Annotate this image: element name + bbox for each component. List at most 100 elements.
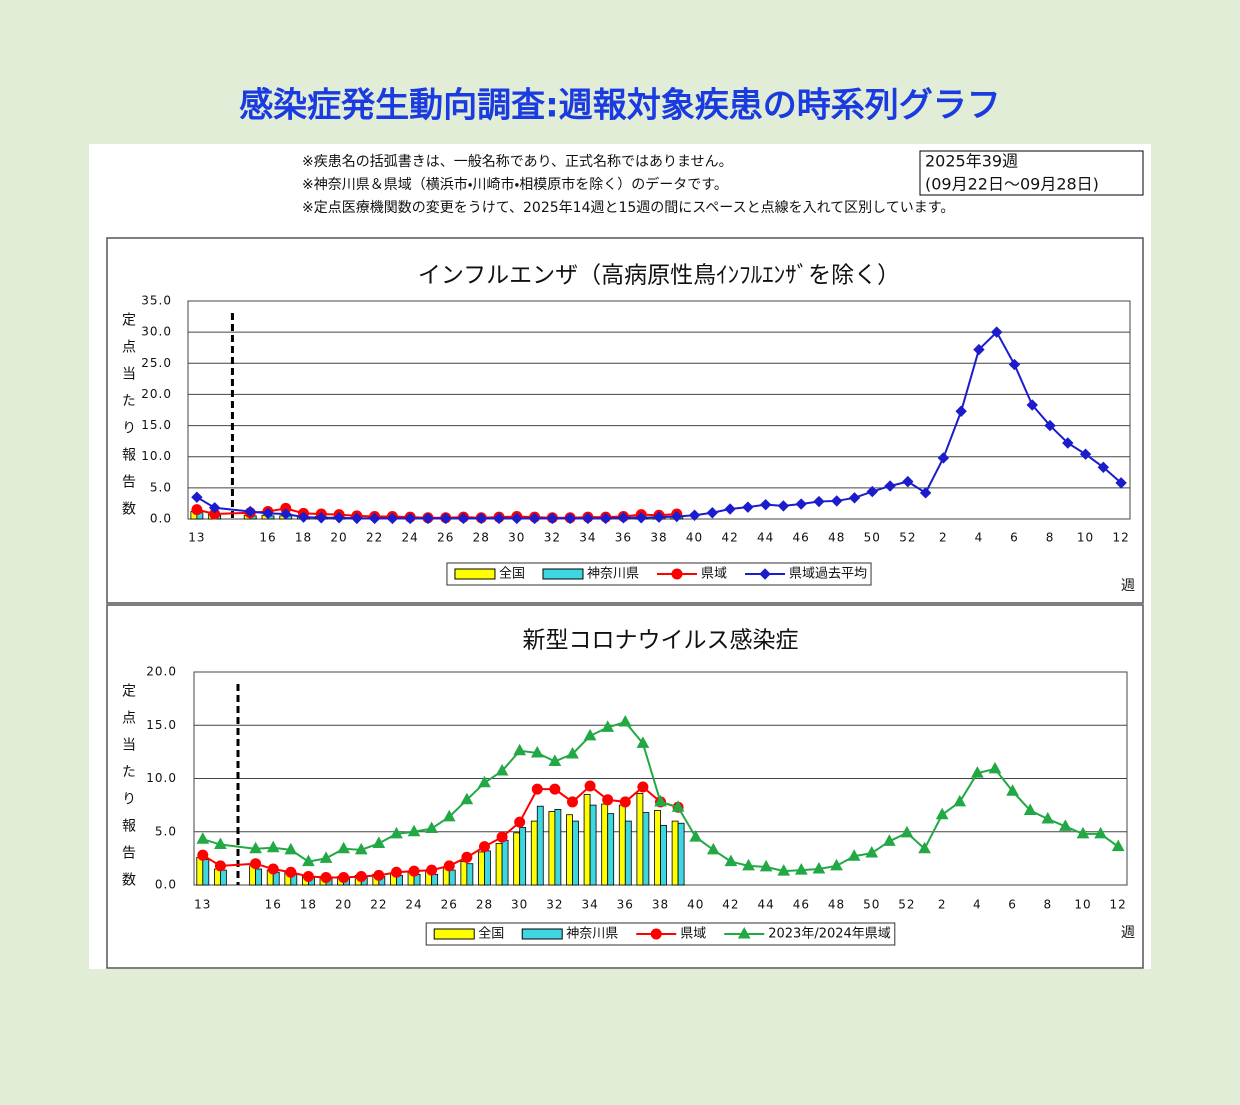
marker	[514, 816, 526, 828]
x-tick-label: 36	[615, 531, 632, 545]
marker	[422, 512, 434, 525]
marker	[1041, 811, 1055, 824]
x-tick-label: 20	[335, 898, 352, 912]
marker	[1076, 826, 1090, 839]
note: ※神奈川県＆県域（横浜市・川崎市・相模原市を除く）のデータです。	[302, 176, 728, 193]
marker	[777, 864, 791, 876]
marker	[337, 841, 350, 854]
marker	[426, 864, 438, 876]
y-tick-label: 10.0	[141, 449, 172, 463]
x-tick-label: 34	[581, 898, 598, 912]
marker	[546, 512, 559, 525]
marker	[373, 869, 385, 881]
y-axis-label: 定点当たり報告数	[120, 683, 136, 899]
y-tick-label: 15.0	[141, 418, 172, 432]
marker	[442, 809, 456, 822]
bar	[583, 794, 591, 886]
marker	[919, 487, 932, 499]
x-tick-label: 18	[300, 898, 317, 912]
legend-swatch	[454, 568, 496, 580]
bar	[566, 814, 573, 886]
marker	[214, 837, 227, 850]
x-tick-label: 26	[437, 531, 454, 545]
page-title: 感染症発生動向調査:週報対象疾患の時系列グラフ	[239, 86, 1001, 126]
bar	[548, 811, 556, 886]
bar	[448, 869, 456, 886]
bar	[196, 856, 204, 886]
marker	[208, 502, 221, 514]
marker	[457, 512, 470, 525]
x-tick-label: 12	[1112, 531, 1129, 545]
y-tick-label: 25.0	[141, 356, 172, 370]
marker	[495, 764, 509, 776]
legend-label: 神奈川県	[566, 927, 618, 942]
legend-swatch	[542, 568, 584, 580]
marker	[654, 794, 667, 807]
x-tick-label: 38	[652, 898, 669, 912]
bar	[202, 859, 210, 886]
marker	[953, 794, 967, 807]
marker	[617, 512, 630, 524]
bar	[671, 820, 679, 886]
marker	[599, 512, 612, 525]
x-tick-label: 6	[1010, 531, 1019, 545]
y-tick-label: 10.0	[146, 771, 177, 785]
x-tick-label: 10	[1074, 898, 1091, 912]
marker	[390, 866, 402, 878]
marker	[618, 715, 632, 727]
marker	[636, 736, 650, 748]
marker	[1008, 358, 1021, 371]
x-tick-label: 8	[1043, 898, 1052, 912]
legend-label: 県域過去平均	[789, 567, 867, 582]
marker	[794, 863, 808, 875]
bar	[607, 813, 615, 886]
marker	[315, 512, 328, 524]
marker	[280, 508, 292, 520]
x-tick-label: 4	[973, 898, 982, 912]
y-tick-label: 5.0	[150, 480, 172, 494]
x-tick-label: 50	[864, 531, 881, 545]
x-tick-label: 28	[473, 531, 490, 545]
marker	[671, 800, 685, 812]
marker	[478, 841, 490, 853]
bar	[501, 839, 509, 886]
y-tick-label: 5.0	[155, 824, 177, 838]
chart-frame	[106, 604, 1144, 969]
marker	[795, 498, 807, 510]
marker	[653, 511, 665, 523]
x-tick-label: 8	[1046, 531, 1055, 545]
marker	[988, 761, 1002, 774]
y-tick-label: 35.0	[141, 294, 172, 308]
bar	[677, 822, 685, 886]
x-tick-label: 34	[579, 531, 596, 545]
marker	[1111, 839, 1125, 852]
marker	[351, 512, 363, 525]
legend-label: 神奈川県	[587, 567, 639, 582]
marker	[759, 859, 773, 872]
marker	[302, 854, 315, 867]
marker	[883, 834, 896, 846]
y-tick-label: 20.0	[141, 387, 172, 401]
marker	[564, 512, 576, 525]
y-axis-label: 定点当たり報告数	[120, 312, 136, 528]
bar	[589, 804, 597, 886]
x-tick-label: 30	[508, 531, 525, 545]
marker	[973, 343, 985, 356]
bar	[530, 820, 538, 886]
y-tick-label: 15.0	[146, 718, 177, 732]
marker	[990, 326, 1003, 338]
marker	[566, 746, 579, 759]
bar	[654, 810, 661, 886]
marker	[461, 851, 473, 863]
marker	[866, 485, 878, 498]
x-tick-label: 38	[650, 531, 667, 545]
bar	[478, 851, 485, 886]
x-axis-label: 週	[1121, 925, 1135, 941]
x-tick-label: 22	[370, 898, 387, 912]
line	[202, 720, 1119, 873]
x-tick-label: 46	[793, 898, 810, 912]
x-tick-label: 48	[828, 531, 845, 545]
bar	[484, 850, 491, 886]
note: ※疾患名の括弧書きは、一般名称であり、正式名称ではありません。	[302, 154, 733, 170]
